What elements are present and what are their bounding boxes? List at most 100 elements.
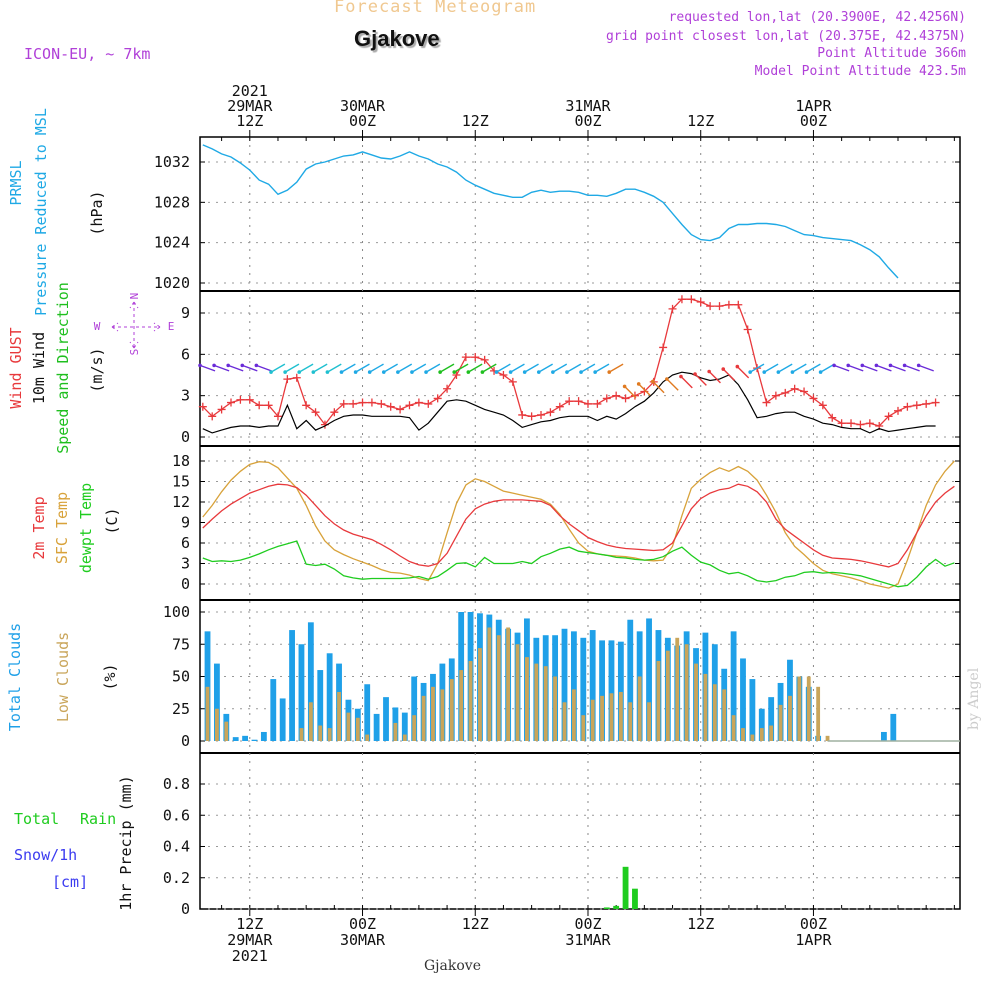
total-cloud-bar — [758, 708, 765, 741]
wind-direction-arrowhead — [381, 370, 386, 374]
wind-direction-arrow — [270, 363, 286, 373]
gust-point — [696, 297, 705, 306]
wind-direction-arrow — [638, 383, 651, 396]
top-time-label: 29MAR — [227, 97, 273, 115]
low-cloud-bar — [562, 702, 567, 741]
wind-direction-arrow — [862, 364, 878, 372]
low-cloud-bar — [402, 734, 407, 741]
gust-point — [471, 353, 480, 362]
wind-direction-arrow — [467, 363, 483, 373]
gust-point — [236, 395, 245, 404]
gust-point — [208, 412, 217, 421]
low-cloud-bar — [722, 689, 727, 741]
y-tick-label: 0.6 — [163, 806, 190, 824]
low-cloud-bar — [318, 725, 323, 741]
gust-point — [809, 394, 818, 403]
pressure-line — [202, 144, 899, 279]
gust-point — [339, 399, 348, 408]
low-cloud-bar — [816, 686, 821, 741]
wind-direction-arrowhead — [367, 370, 372, 374]
model-label: ICON-EU, ~ 7km — [24, 45, 151, 63]
gust-point — [781, 388, 790, 397]
wind-direction-arrowhead — [607, 370, 612, 374]
y-tick-label: 15 — [172, 473, 190, 491]
y-tick-label: 0 — [181, 732, 190, 750]
clouds-ylabel: (%) — [101, 663, 119, 690]
wind-direction-arrowhead — [622, 384, 627, 389]
wind-speed-line — [202, 371, 936, 434]
y-tick-label: 0.2 — [163, 869, 190, 887]
y-tick-label: 0 — [181, 428, 190, 446]
low-cloud-bar — [581, 715, 586, 741]
wind-direction-arrow — [552, 363, 568, 373]
wind-direction-arrowhead — [424, 370, 428, 374]
y-tick-label: 3 — [181, 387, 190, 405]
total-cloud-bar — [289, 630, 295, 741]
total-cloud-bar — [880, 731, 887, 741]
wind-direction-arrow — [524, 363, 539, 373]
wind-direction-arrowhead — [452, 370, 457, 374]
y-tick-label: 1024 — [154, 234, 190, 252]
low-cloud-bar — [825, 735, 830, 741]
gust-point — [922, 399, 931, 408]
gust-point — [828, 413, 837, 422]
wind-direction-arrow — [624, 385, 637, 399]
wind-direction-arrow — [694, 373, 707, 386]
total-cloud-bar — [260, 731, 267, 741]
wind-direction-arrowhead — [790, 370, 795, 374]
total-cloud-bar — [270, 679, 277, 741]
wind-direction-arrowhead — [804, 370, 809, 374]
total-cloud-bar — [599, 640, 605, 741]
wind-direction-arrow — [820, 363, 835, 373]
total-cloud-bar — [242, 735, 249, 741]
y-tick-label: 6 — [181, 345, 190, 363]
y-tick-label: 0 — [181, 900, 190, 918]
gust-point — [367, 398, 376, 407]
low-cloud-bar — [468, 661, 473, 741]
compass-north: N — [128, 293, 141, 300]
wind-direction-arrowhead — [846, 363, 851, 368]
low-cloud-bar — [365, 734, 370, 741]
gust-point — [311, 408, 320, 417]
wind-direction-arrow — [652, 380, 665, 394]
gust-point — [893, 406, 902, 415]
wind-direction-arrowhead — [579, 370, 583, 374]
gust-point — [499, 371, 508, 379]
gust-point — [706, 302, 715, 311]
total-cloud-bar — [401, 712, 408, 741]
wind-direction-arrowhead — [339, 370, 344, 374]
wind-direction-arrow — [383, 363, 398, 373]
low-cloud-bar — [440, 689, 445, 741]
rain-bar — [632, 888, 638, 909]
wind-direction-arrowhead — [776, 370, 781, 374]
wind-direction-arrowhead — [480, 370, 485, 374]
wind-direction-arrow — [496, 363, 511, 373]
gust-point — [546, 408, 555, 417]
wind-direction-arrowhead — [902, 363, 907, 368]
total-cloud-bar — [232, 737, 239, 741]
wind-direction-arrow — [708, 371, 721, 384]
low-cloud-bar — [496, 635, 501, 741]
gust-point — [527, 412, 536, 421]
total-cloud-bar — [411, 676, 418, 741]
y-tick-label: 1020 — [154, 274, 190, 292]
low-cloud-bar — [431, 686, 435, 741]
wind-direction-arrowhead — [832, 363, 836, 368]
total-cloud-bar — [730, 631, 737, 741]
low-cloud-bar — [609, 693, 614, 741]
wind-direction-arrow — [890, 364, 906, 372]
wind-direction-arrow — [806, 363, 821, 373]
gust-point — [273, 412, 282, 421]
wind-direction-arrow — [876, 364, 892, 372]
sfc-temp-title: SFC Temp — [53, 492, 71, 564]
y-tick-label: 1032 — [154, 153, 190, 171]
total-cloud-bar — [646, 618, 652, 741]
top-time-label: 12Z — [687, 112, 714, 130]
total-cloud-bar — [326, 653, 333, 741]
low-cloud-bar — [506, 627, 511, 741]
precip-snow-label: Snow/1h — [14, 846, 77, 864]
y-tick-label: 18 — [172, 452, 190, 470]
total-cloud-bar — [749, 679, 756, 741]
wind-direction-arrowhead — [818, 370, 823, 374]
gust-point — [856, 420, 865, 429]
